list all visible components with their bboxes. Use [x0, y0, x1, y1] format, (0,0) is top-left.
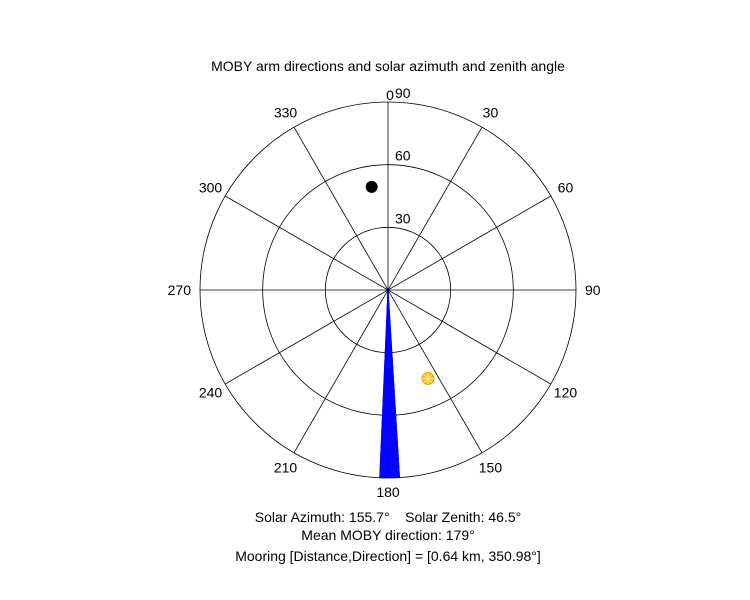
- theta-tick-label: 60: [558, 180, 574, 196]
- radial-tick-label: 90: [395, 85, 411, 101]
- markers: [365, 180, 435, 386]
- mooring-marker: [365, 180, 378, 193]
- mean-direction-info: Mean MOBY direction: 179°: [301, 527, 474, 543]
- theta-tick-label: 120: [554, 384, 578, 400]
- theta-tick-label: 150: [479, 459, 503, 475]
- tick-labels: 0 30 60 90 120 150 180 210 240 270 300 330 30 60 90: [168, 85, 601, 500]
- theta-tick-label: 240: [199, 384, 223, 400]
- sun-ray: [423, 374, 433, 383]
- theta-tick-label: 330: [274, 105, 298, 121]
- chart-title: MOBY arm directions and solar azimuth an…: [211, 58, 565, 74]
- theta-tick-label: 210: [274, 459, 298, 475]
- theta-tick-label: 30: [483, 105, 499, 121]
- moby-arm-fan: [379, 289, 401, 479]
- radial-tick-label: 30: [395, 210, 411, 226]
- solar-info: Solar Azimuth: 155.7° Solar Zenith: 46.5…: [255, 509, 521, 525]
- radial-tick-label: 60: [395, 148, 411, 164]
- moby-arms: [379, 289, 401, 479]
- theta-tick-label: 270: [168, 282, 192, 298]
- theta-tick-label: 90: [585, 282, 601, 298]
- mooring-info: Mooring [Distance,Direction] = [0.64 km,…: [235, 548, 541, 564]
- theta-tick-label: 300: [199, 180, 223, 196]
- theta-tick-label: 180: [376, 484, 400, 500]
- theta-tick-label: 0: [386, 87, 394, 103]
